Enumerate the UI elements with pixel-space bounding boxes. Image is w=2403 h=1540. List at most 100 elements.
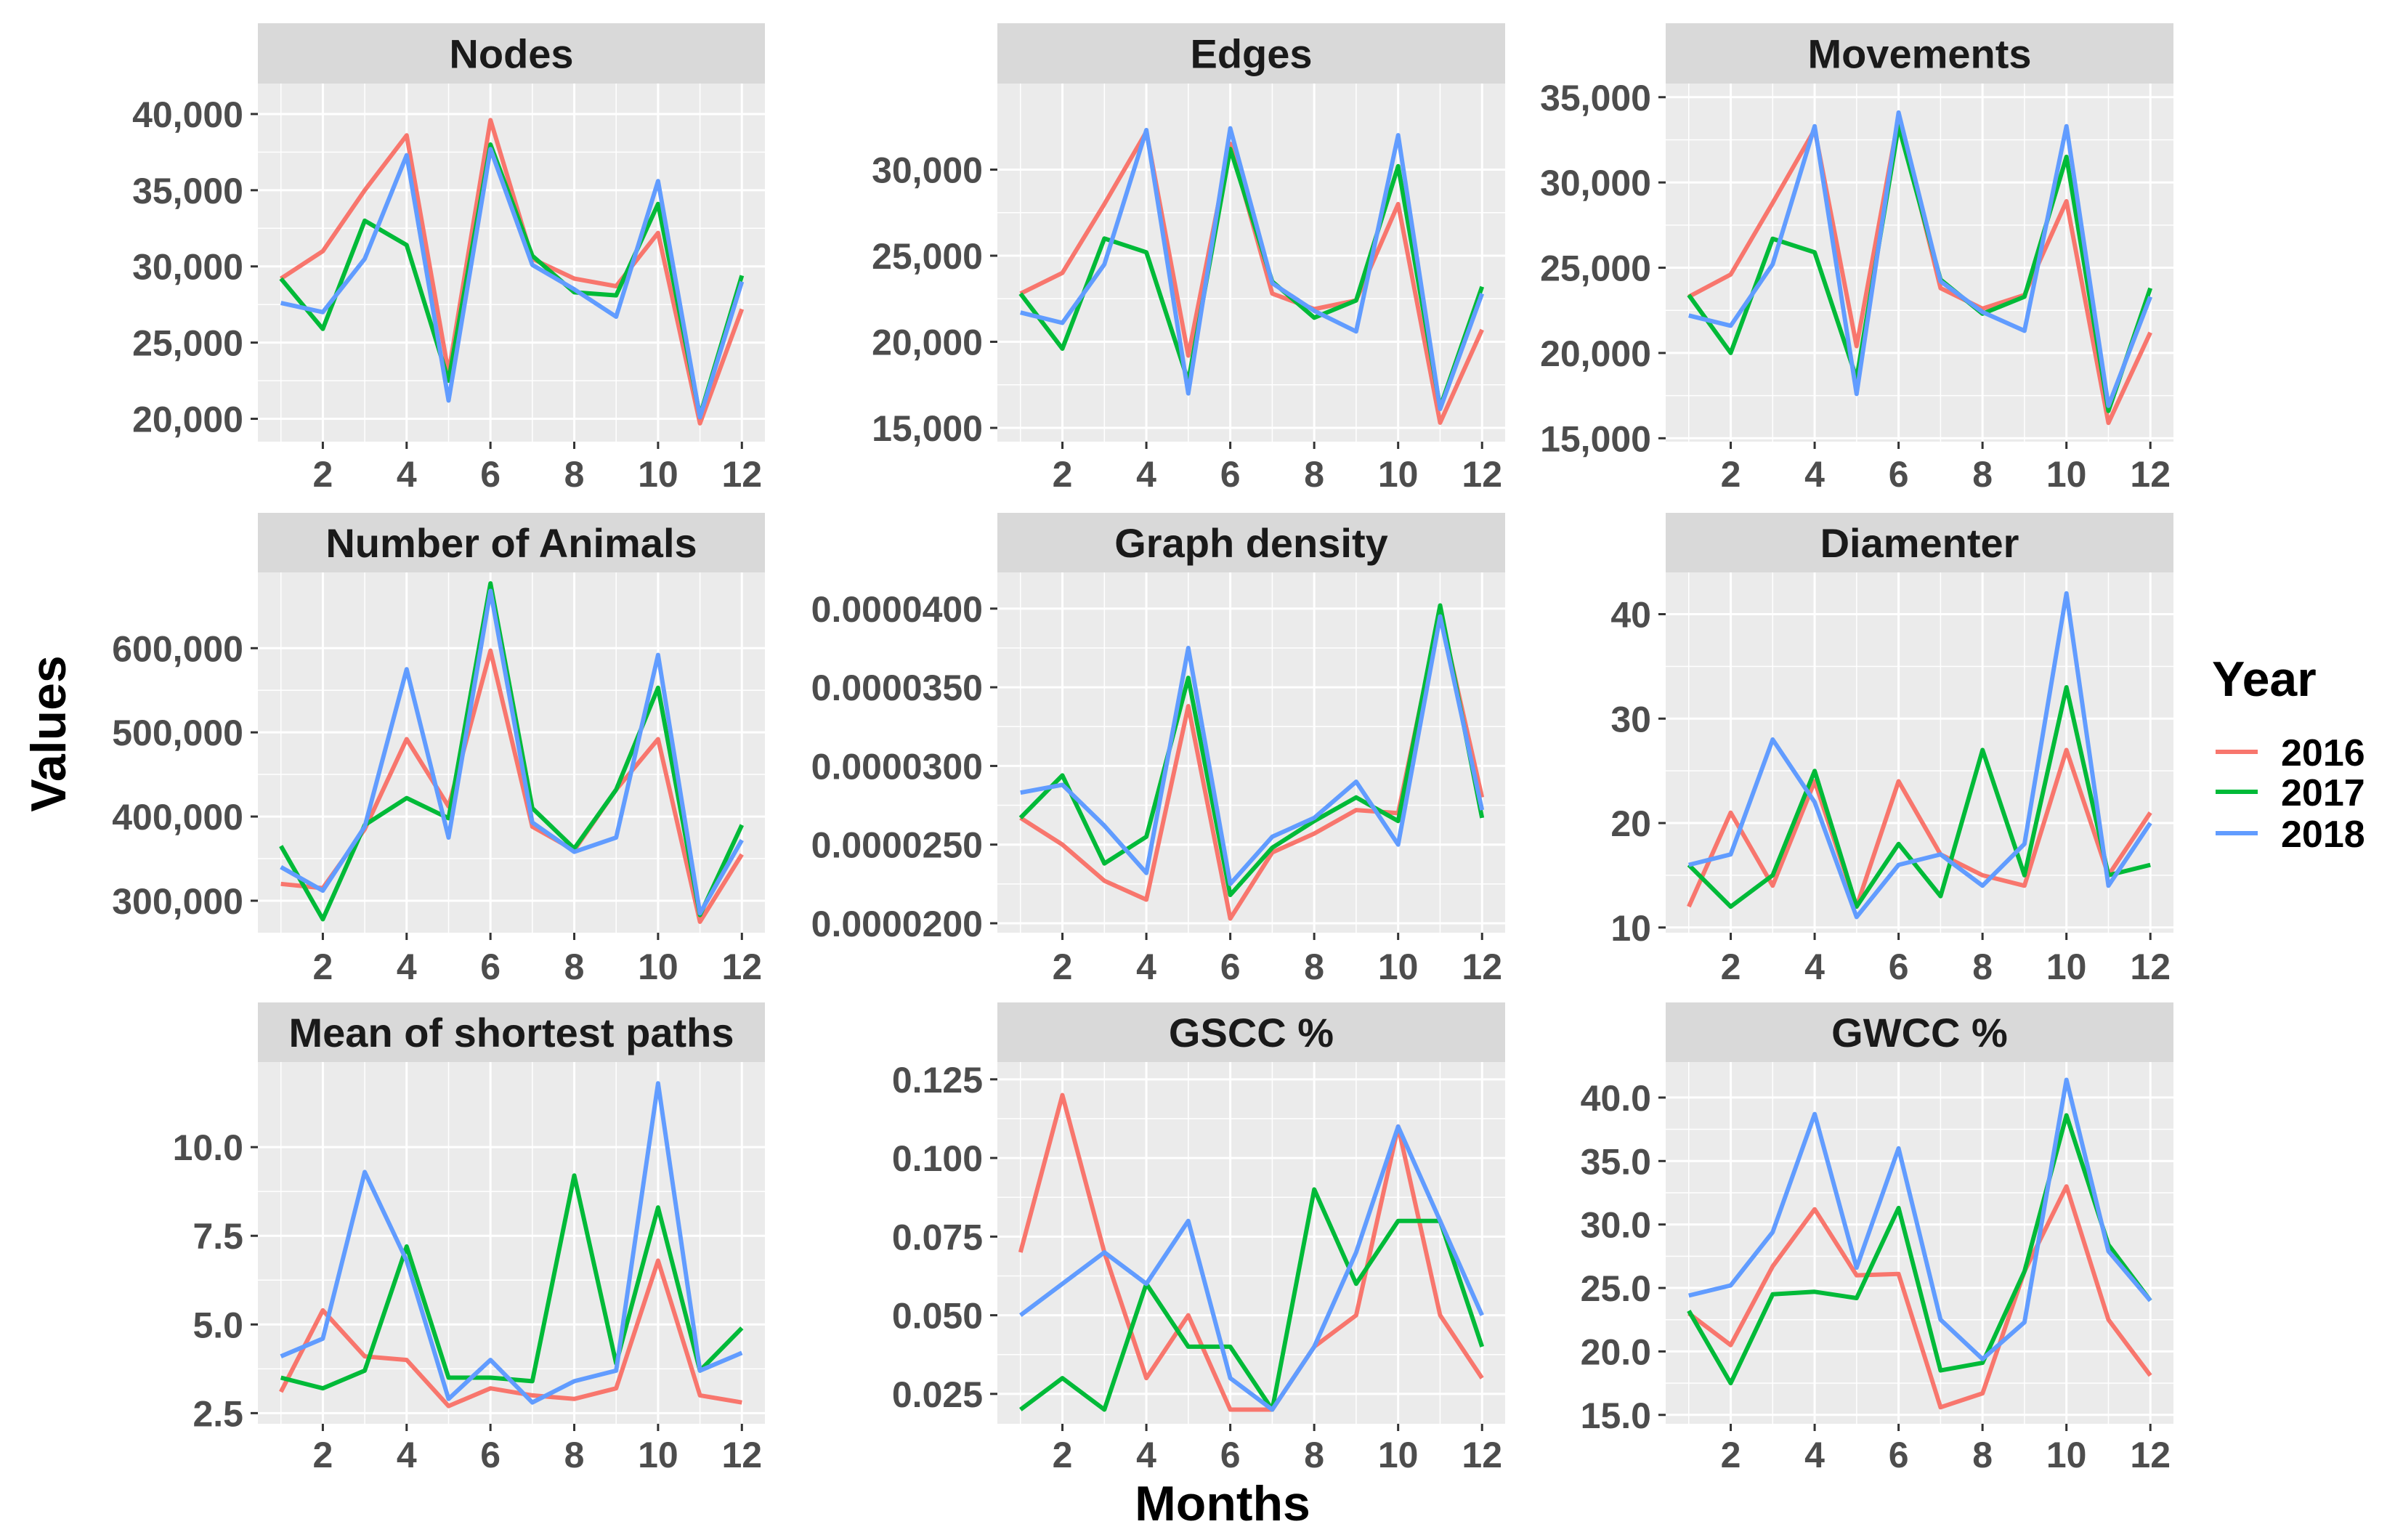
strip-graph-density (997, 513, 1505, 572)
y-tick-label: 30,000 (872, 150, 983, 191)
series-line-2017-graph-density (1018, 603, 1485, 897)
x-tick-label: 8 (1304, 454, 1324, 495)
x-tick-label: 6 (1220, 947, 1241, 987)
strip-movements (1666, 23, 2173, 84)
x-tick-label: 4 (1804, 454, 1825, 495)
strip-diamenter (1666, 513, 2173, 572)
y-tick-label: 20,000 (872, 323, 983, 363)
strip-number-of-animals (258, 513, 765, 572)
y-tick-label: 0.0000300 (811, 746, 983, 787)
series-line-2018-movements (1688, 110, 2153, 408)
legend: Year 2016 2017 2018 (2212, 652, 2365, 856)
strip-title-graph-density: Graph density (1114, 520, 1388, 566)
panel-gwcc-pct: GWCC % 15.0 20.0 25.0 30.0 35.0 40.0 2 4 6 8 10 12 (1581, 1002, 2173, 1475)
legend-label-2016: 2016 (2281, 732, 2365, 774)
x-tick-label: 8 (1304, 947, 1324, 987)
strip-edges (997, 23, 1505, 84)
x-tick-label: 8 (1972, 947, 1993, 987)
panel-movements: Movements 15,000 20,000 25,000 30,000 35,000 2… (1540, 23, 2173, 495)
x-tick-label: 10 (638, 947, 678, 987)
y-tick-label: 25.0 (1581, 1268, 1651, 1309)
x-tick-label: 12 (1462, 1435, 1502, 1475)
panel-mean-of-shortest-paths: Mean of shortest paths 2.5 5.0 7.5 10.0 2 4 6 8 1… (173, 1002, 765, 1475)
legend-label-2018: 2018 (2281, 814, 2365, 856)
x-tick-label: 8 (1972, 454, 1993, 495)
x-tick-label: 4 (397, 454, 417, 495)
x-tick-label: 6 (1889, 1435, 1909, 1475)
x-tick-label: 4 (1804, 1435, 1825, 1475)
series-line-2016-gscc-pct (1018, 1093, 1484, 1412)
series-line-2016-nodes (280, 118, 745, 426)
x-tick-label: 12 (1462, 947, 1502, 987)
panel-diamenter: Diamenter 10 20 30 40 2 4 6 8 10 12 (1610, 513, 2173, 987)
strip-title-edges: Edges (1190, 31, 1312, 77)
strip-gscc-pct (997, 1002, 1505, 1062)
series-line-2018-nodes (280, 147, 745, 420)
y-tick-label: 300,000 (112, 881, 243, 922)
x-tick-label: 2 (1053, 947, 1073, 987)
series-line-2017-diamenter (1687, 685, 2151, 909)
x-tick-label: 4 (1804, 947, 1825, 987)
panel-gscc-pct: GSCC % 0.025 0.050 0.075 0.100 0.125 2 4 6 8 10 12 (892, 1002, 1505, 1475)
y-tick-label: 600,000 (112, 628, 243, 669)
strip-nodes (258, 23, 765, 84)
panel-graph-density: Graph density 0.0000200 0.0000250 0.0000300… (811, 513, 1505, 987)
strip-title-movements: Movements (1807, 31, 2031, 77)
x-tick-label: 12 (721, 454, 762, 495)
panel-background-mean-of-shortest-paths (258, 1062, 765, 1424)
y-tick-label: 10.0 (173, 1127, 243, 1168)
x-tick-label: 12 (721, 1435, 762, 1475)
x-tick-label: 4 (1136, 947, 1156, 987)
y-tick-label: 0.025 (892, 1374, 983, 1415)
y-tick-label: 40 (1610, 595, 1651, 636)
y-tick-label: 20,000 (132, 400, 243, 440)
x-tick-label: 2 (1721, 454, 1741, 495)
panel-background-edges (997, 84, 1505, 442)
legend-entry-2018: 2018 (2216, 814, 2365, 856)
x-tick-label: 4 (397, 1435, 417, 1475)
y-tick-label: 25,000 (132, 323, 243, 364)
x-tick-label: 10 (1378, 454, 1419, 495)
y-tick-label: 0.125 (892, 1060, 983, 1101)
strip-gwcc-pct (1666, 1002, 2173, 1062)
x-tick-label: 6 (1889, 947, 1909, 987)
y-tick-label: 500,000 (112, 713, 243, 753)
x-tick-label: 12 (2130, 947, 2171, 987)
x-tick-label: 6 (480, 947, 501, 987)
x-tick-label: 6 (1220, 454, 1241, 495)
x-tick-label: 8 (1972, 1435, 1993, 1475)
x-tick-label: 10 (1378, 947, 1419, 987)
series-line-2018-edges (1020, 126, 1485, 411)
y-tick-label: 20 (1610, 803, 1651, 844)
legend-entry-2017: 2017 (2216, 772, 2365, 814)
y-tick-label: 40,000 (132, 94, 243, 135)
x-tick-label: 10 (638, 1435, 678, 1475)
x-tick-label: 4 (1136, 454, 1156, 495)
x-tick-label: 10 (2046, 1435, 2087, 1475)
y-tick-label: 15,000 (872, 408, 983, 449)
y-tick-label: 30,000 (132, 247, 243, 288)
series-line-2017-nodes (279, 142, 745, 418)
x-tick-label: 2 (1721, 1435, 1741, 1475)
x-tick-label: 10 (2046, 947, 2087, 987)
panel-background-movements (1666, 84, 2173, 442)
y-tick-label: 35.0 (1581, 1141, 1651, 1182)
series-line-2018-graph-density (1020, 614, 1485, 886)
legend-entry-2016: 2016 (2216, 732, 2365, 774)
y-tick-label: 20,000 (1540, 333, 1651, 374)
series-line-2018-gwcc-pct (1688, 1077, 2152, 1361)
y-tick-label: 400,000 (112, 797, 243, 838)
y-tick-label: 30,000 (1540, 163, 1651, 203)
strip-title-number-of-animals: Number of Animals (325, 520, 697, 566)
y-tick-label: 0.050 (892, 1296, 983, 1337)
x-tick-label: 4 (397, 947, 417, 987)
x-tick-label: 6 (480, 1435, 501, 1475)
y-tick-label: 30.0 (1581, 1205, 1651, 1246)
y-tick-label: 30 (1610, 699, 1651, 739)
panel-nodes: Nodes 20,000 25,000 30,000 35,000 40,000 2 4 6 8 1… (132, 23, 765, 495)
x-tick-label: 2 (1053, 1435, 1073, 1475)
x-tick-label: 4 (1136, 1435, 1156, 1475)
series-line-2017-gscc-pct (1018, 1187, 1485, 1412)
y-tick-label: 10 (1610, 908, 1651, 949)
